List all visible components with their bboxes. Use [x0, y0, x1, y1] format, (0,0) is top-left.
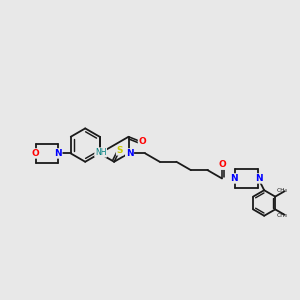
Text: O: O: [218, 160, 226, 169]
Text: O: O: [139, 137, 146, 146]
Text: CH₃: CH₃: [277, 188, 288, 193]
Text: N: N: [54, 149, 62, 158]
Text: CH₃: CH₃: [277, 213, 288, 218]
Text: N: N: [126, 149, 134, 158]
Text: S: S: [117, 146, 123, 155]
Text: O: O: [32, 149, 39, 158]
Text: N: N: [256, 174, 263, 183]
Text: NH: NH: [95, 148, 106, 157]
Text: N: N: [230, 174, 238, 183]
